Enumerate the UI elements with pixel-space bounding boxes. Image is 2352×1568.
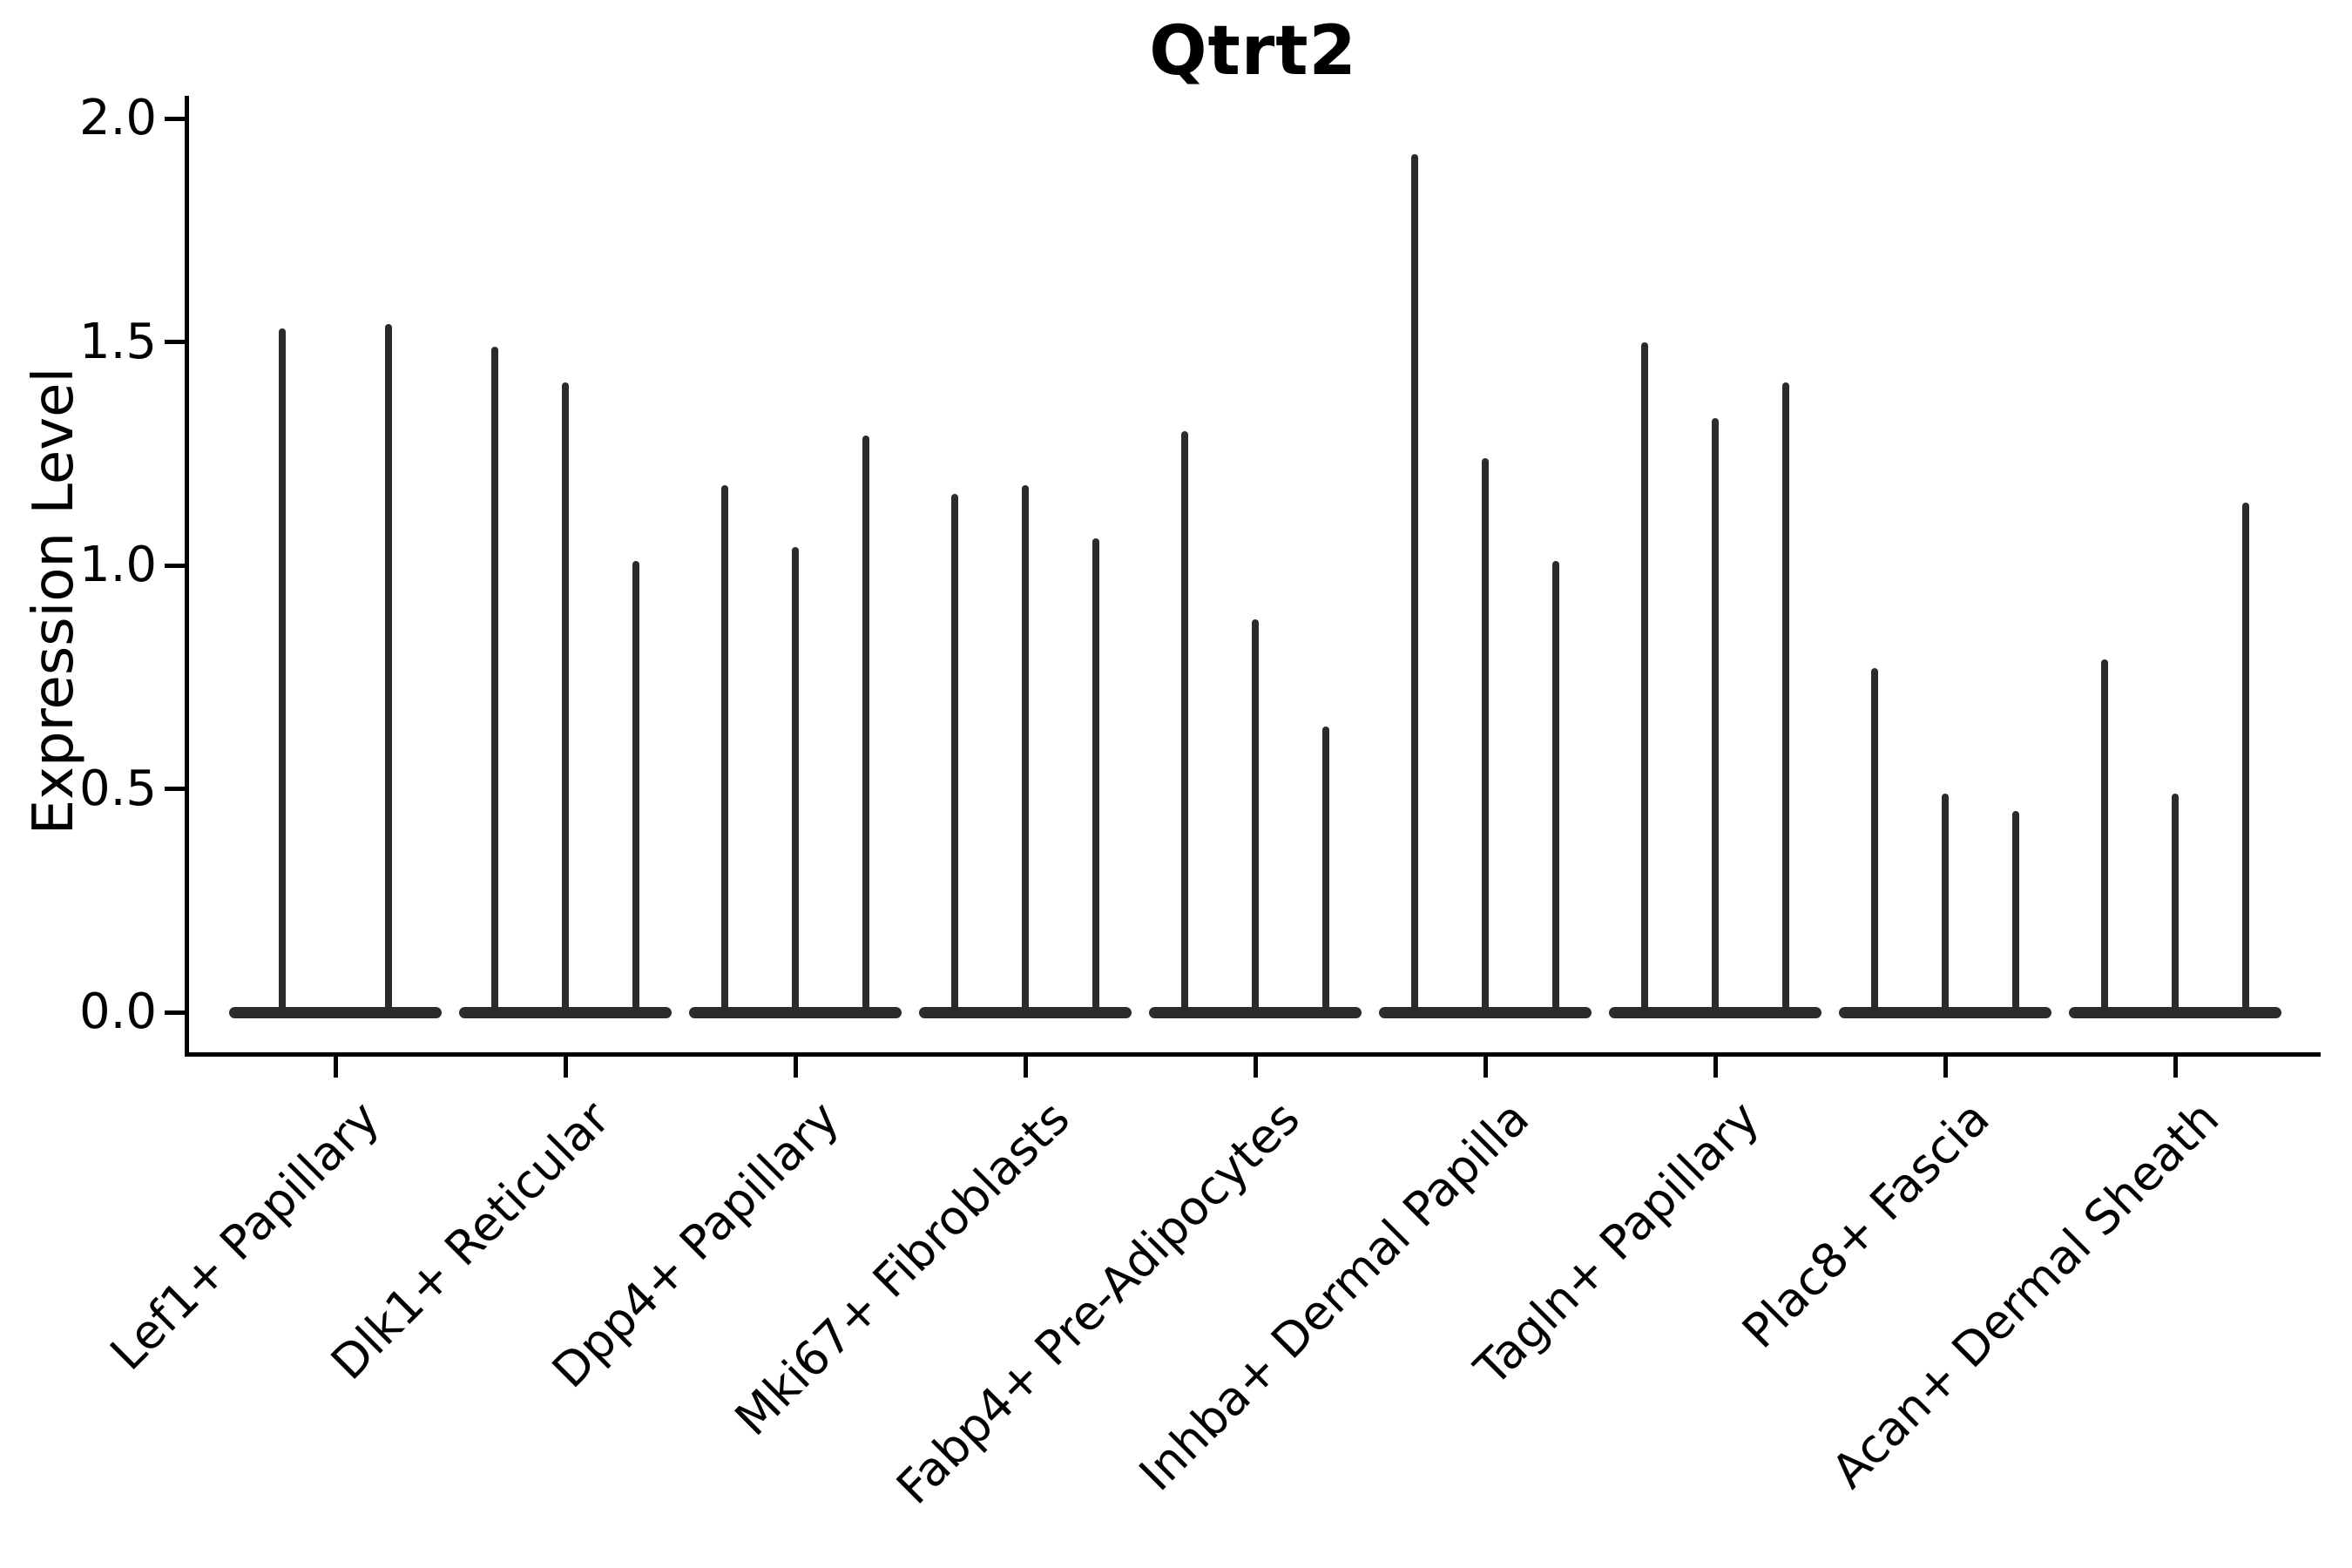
- y-tick: [165, 116, 186, 121]
- violin-spike: [385, 323, 392, 1012]
- violin-base: [919, 1006, 1132, 1018]
- y-tick-label: 1.0: [78, 537, 157, 593]
- violin-spike: [2012, 811, 2020, 1012]
- y-tick: [165, 1010, 186, 1015]
- violin-spike: [1482, 457, 1489, 1012]
- violin-spike: [279, 328, 286, 1012]
- y-tick: [165, 340, 186, 344]
- y-tick-label: 0.5: [78, 760, 157, 817]
- violin-spike: [1092, 538, 1100, 1012]
- violin-spike: [562, 382, 569, 1012]
- x-tick: [1023, 1057, 1028, 1078]
- x-tick-label: Acan+ Dermal Sheath: [1821, 1091, 2230, 1499]
- violin-spike: [1552, 560, 1560, 1012]
- violin-spike: [862, 436, 870, 1012]
- violin-spike: [2172, 793, 2179, 1012]
- violin-base: [1839, 1006, 2051, 1018]
- x-tick: [333, 1057, 338, 1078]
- x-tick-label: Inhba+ Dermal Papilla: [1129, 1091, 1540, 1502]
- violin-spike: [1640, 341, 1648, 1012]
- violin-spike: [720, 484, 728, 1012]
- x-tick: [1713, 1057, 1718, 1078]
- violin-spike: [1022, 484, 1029, 1012]
- x-tick: [2173, 1057, 2178, 1078]
- violin-base: [459, 1006, 672, 1018]
- y-tick-label: 2.0: [78, 90, 157, 146]
- y-tick: [165, 787, 186, 791]
- x-tick: [1253, 1057, 1258, 1078]
- violin-spike: [1410, 154, 1418, 1012]
- x-tick: [1483, 1057, 1488, 1078]
- violin-base: [1609, 1006, 1821, 1018]
- y-tick-label: 1.5: [78, 313, 157, 370]
- violin-base: [689, 1006, 902, 1018]
- violin-spike: [792, 547, 799, 1012]
- violin-spike: [2242, 503, 2250, 1012]
- violin-spike: [632, 560, 640, 1012]
- chart-title: Qtrt2: [1149, 12, 1357, 91]
- x-tick: [563, 1057, 568, 1078]
- violin-spike: [1252, 618, 1259, 1012]
- violin-spike: [1180, 431, 1188, 1012]
- violin-spike: [1870, 667, 1878, 1012]
- violin-spike: [1712, 417, 1719, 1012]
- x-axis-spine: [185, 1052, 2321, 1057]
- violin-base: [1379, 1006, 1592, 1018]
- x-tick: [1943, 1057, 1948, 1078]
- violin-spike: [1782, 382, 1790, 1012]
- y-tick-label: 0.0: [78, 983, 157, 1040]
- violin-base: [2069, 1006, 2281, 1018]
- violin-base: [1149, 1006, 1362, 1018]
- x-tick-label: Fabp4+ Pre-Adipocytes: [885, 1091, 1310, 1515]
- x-tick: [793, 1057, 798, 1078]
- violin-base: [229, 1006, 442, 1018]
- violin-spike: [950, 493, 958, 1012]
- violin-spike: [1322, 726, 1330, 1012]
- y-axis-spine: [185, 96, 189, 1057]
- violin-spike: [1942, 793, 1949, 1012]
- violin-spike: [2100, 659, 2108, 1012]
- violin-spike: [490, 346, 498, 1012]
- y-tick: [165, 563, 186, 568]
- x-tick-label: Plac8+ Fascia: [1731, 1091, 2000, 1359]
